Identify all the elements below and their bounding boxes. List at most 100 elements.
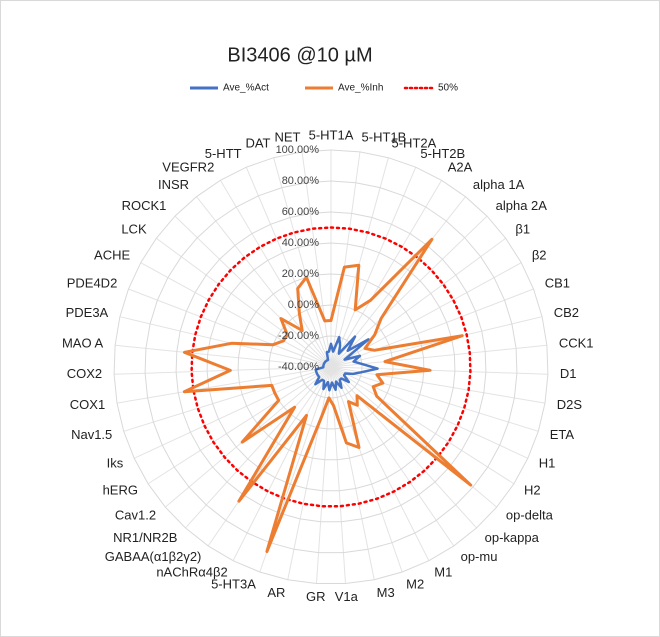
spoke: [330, 151, 361, 368]
category-label: Cav1.2: [115, 508, 156, 523]
category-label: PDE3A: [66, 305, 109, 320]
category-label: PDE4D2: [67, 275, 118, 290]
category-label: D1: [560, 366, 577, 381]
legend-label: Ave_%Inh: [338, 83, 383, 94]
spoke: [316, 366, 332, 584]
spoke: [330, 366, 529, 459]
category-label: LCK: [121, 221, 147, 236]
spoke: [140, 262, 332, 368]
spoke: [133, 366, 332, 459]
spoke: [287, 366, 332, 580]
spoke: [330, 344, 547, 368]
category-label: 5-HT1A: [309, 127, 354, 142]
r-tick-label: 100.00%: [276, 144, 320, 156]
spoke: [330, 366, 515, 485]
grid-ring: [206, 242, 456, 492]
series-line: [314, 335, 379, 392]
spoke: [330, 366, 539, 432]
spoke: [330, 180, 443, 368]
r-tick-label: 80.00%: [282, 175, 320, 187]
spoke: [330, 288, 534, 368]
category-label: H2: [524, 483, 541, 498]
category-label: nAChRα4β2: [156, 565, 227, 580]
category-label: 5-HTT: [205, 146, 242, 161]
category-label: CB2: [554, 305, 579, 320]
category-label: VEGFR2: [162, 160, 214, 175]
category-label: COX2: [67, 366, 102, 381]
category-label: CCK1: [559, 335, 594, 350]
grid-ring: [268, 304, 394, 430]
spoke: [115, 344, 332, 368]
spoke: [123, 366, 332, 432]
spoke: [116, 366, 332, 404]
r-tick-label: 20.00%: [282, 268, 320, 280]
category-label: 5-HT1B: [362, 129, 407, 144]
spoke: [330, 157, 389, 368]
category-label: NR1/NR2B: [113, 530, 177, 545]
category-label: 5-HT2B: [420, 146, 465, 161]
grid-ring: [175, 211, 487, 523]
category-label: ROCK1: [122, 198, 167, 213]
grid-ring: [113, 149, 549, 584]
spoke: [128, 288, 332, 368]
spoke: [330, 366, 546, 404]
category-label: A2A: [448, 160, 473, 175]
category-label: INSR: [158, 177, 189, 192]
spoke: [330, 316, 543, 368]
category-label: NET: [274, 129, 300, 144]
spoke: [330, 366, 548, 375]
grid-ring: [237, 273, 425, 461]
category-label: GABAA(α1β2γ2): [105, 549, 202, 564]
grid-ring: [144, 180, 518, 554]
category-label: β2: [532, 247, 547, 262]
category-label: alpha 1A: [473, 177, 525, 192]
category-label: D2S: [557, 397, 583, 412]
spoke: [147, 366, 332, 485]
category-label: op-kappa: [485, 530, 540, 545]
category-label: hERG: [103, 483, 138, 498]
legend-label: 50%: [438, 83, 458, 94]
category-label: COX1: [70, 397, 105, 412]
spoke: [119, 316, 332, 368]
category-label: DAT: [245, 136, 270, 151]
series-line: [182, 237, 473, 553]
category-label: CB1: [545, 275, 570, 290]
grid-ring: [299, 335, 363, 399]
reference-line: [190, 226, 472, 508]
r-tick-label: 40.00%: [282, 237, 320, 249]
category-label: M3: [377, 585, 395, 600]
spoke: [301, 151, 332, 368]
spoke: [174, 215, 332, 368]
category-label: Iks: [107, 456, 124, 471]
spoke: [330, 262, 522, 368]
spoke: [273, 157, 332, 368]
spoke: [330, 366, 455, 547]
category-label: ETA: [550, 427, 575, 442]
spoke: [196, 196, 332, 368]
r-tick-label: 0.00%: [288, 299, 319, 311]
category-label: 5-HT2A: [392, 136, 437, 151]
category-label: M2: [406, 577, 424, 592]
spoke: [114, 366, 332, 375]
r-tick-label: 60.00%: [282, 206, 320, 218]
spoke: [245, 167, 332, 368]
spoke: [330, 167, 417, 368]
spoke: [330, 366, 375, 580]
category-label: MAO A: [62, 335, 104, 350]
category-label: H1: [539, 456, 556, 471]
category-label: AR: [267, 585, 285, 600]
category-label: ACHE: [94, 247, 130, 262]
spoke: [185, 366, 332, 529]
spoke: [156, 237, 332, 368]
spoke: [330, 366, 430, 561]
spoke: [330, 366, 477, 529]
category-label: β1: [515, 221, 530, 236]
legend-label: Ave_%Act: [223, 83, 269, 94]
category-label: alpha 2A: [496, 198, 548, 213]
spoke: [232, 366, 332, 561]
spoke: [330, 215, 488, 368]
spoke: [207, 366, 332, 547]
r-tick-label: -40.00%: [278, 361, 319, 373]
